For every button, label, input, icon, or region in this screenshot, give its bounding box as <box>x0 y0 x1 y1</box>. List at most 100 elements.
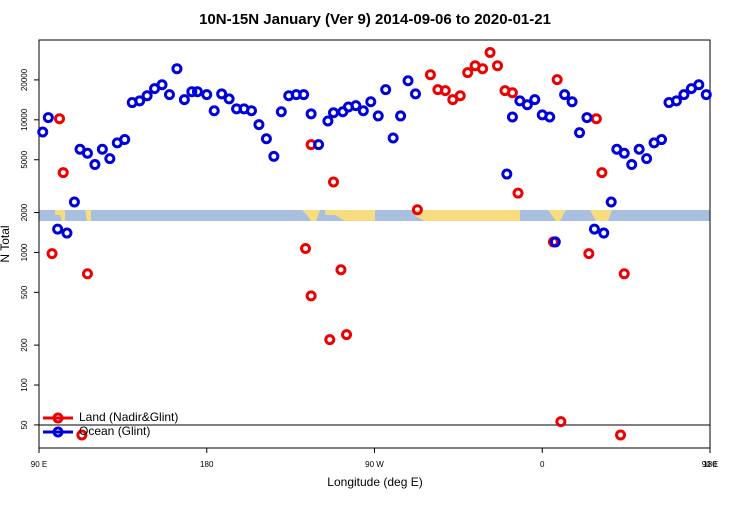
point <box>615 429 627 441</box>
point <box>598 227 610 239</box>
point <box>512 187 524 199</box>
point <box>313 139 325 151</box>
x-tick-label: 90 E <box>702 460 718 469</box>
point <box>365 96 377 108</box>
y-axis-label: N Total <box>0 225 12 262</box>
point <box>477 63 489 75</box>
point <box>521 99 533 111</box>
y-tick-label: 5000 <box>20 150 29 168</box>
y-tick-label: 500 <box>20 285 29 299</box>
point <box>350 100 362 112</box>
point <box>57 167 69 179</box>
point <box>588 223 600 235</box>
point <box>163 89 175 101</box>
point <box>81 147 93 159</box>
legend-label: Ocean (Glint) <box>79 424 150 438</box>
point <box>141 90 153 102</box>
point <box>275 106 287 118</box>
point <box>700 89 712 101</box>
point <box>119 134 131 146</box>
point <box>335 264 347 276</box>
x-tick-label: 180 <box>703 460 717 469</box>
point <box>245 105 257 117</box>
point <box>387 132 399 144</box>
point <box>380 84 392 96</box>
point <box>201 89 213 101</box>
y-tick-label: 20000 <box>20 68 29 91</box>
point <box>454 90 466 102</box>
point <box>402 75 414 87</box>
point <box>678 89 690 101</box>
y-tick-label: 100 <box>20 378 29 392</box>
point <box>439 85 451 97</box>
x-tick-label: 180 <box>200 460 214 469</box>
point <box>551 74 563 86</box>
point <box>327 176 339 188</box>
point <box>89 159 101 171</box>
point <box>424 69 436 81</box>
y-tick-label: 2000 <box>20 203 29 221</box>
point <box>324 334 336 346</box>
point <box>583 248 595 260</box>
legend-marker <box>52 426 64 438</box>
chart-title: 10N-15N January (Ver 9) 2014-09-06 to 20… <box>199 11 551 28</box>
point <box>76 429 88 441</box>
x-tick-label: 90 E <box>31 460 47 469</box>
legend-marker <box>52 412 64 424</box>
point <box>54 113 66 125</box>
point <box>134 95 146 107</box>
x-tick-label: 90 W <box>365 460 384 469</box>
point <box>216 88 228 100</box>
point <box>104 153 116 165</box>
x-axis-label: Longitude (deg E) <box>327 475 422 489</box>
point <box>596 167 608 179</box>
point <box>372 110 384 122</box>
point <box>171 63 183 75</box>
point <box>186 86 198 98</box>
point <box>223 93 235 105</box>
y-tick-label: 1000 <box>20 243 29 261</box>
point <box>484 46 496 58</box>
point <box>559 89 571 101</box>
point <box>322 115 334 127</box>
point <box>618 147 630 159</box>
point <box>506 87 518 99</box>
point <box>52 223 64 235</box>
point <box>462 67 474 79</box>
x-tick-label: 0 <box>540 460 545 469</box>
point <box>605 196 617 208</box>
point <box>341 329 353 341</box>
point <box>529 94 541 106</box>
point <box>37 126 49 138</box>
y-tick-label: 10000 <box>20 108 29 131</box>
point <box>574 127 586 139</box>
point <box>178 94 190 106</box>
point <box>96 143 108 155</box>
point <box>555 416 567 428</box>
point <box>410 88 422 100</box>
point <box>693 79 705 91</box>
point <box>641 153 653 165</box>
point <box>549 236 561 248</box>
point <box>618 268 630 280</box>
point <box>544 111 556 123</box>
point <box>46 248 58 260</box>
point <box>633 143 645 155</box>
point <box>395 110 407 122</box>
point <box>253 119 265 131</box>
legend-label: Land (Nadir&Glint) <box>79 410 178 424</box>
point <box>268 150 280 162</box>
point <box>298 89 310 101</box>
y-tick-label: 200 <box>20 338 29 352</box>
point <box>81 268 93 280</box>
point <box>305 290 317 302</box>
point <box>501 168 513 180</box>
point <box>492 60 504 72</box>
point <box>191 86 203 98</box>
point <box>626 159 638 171</box>
point <box>581 112 593 124</box>
point <box>42 112 54 124</box>
point <box>656 134 668 146</box>
